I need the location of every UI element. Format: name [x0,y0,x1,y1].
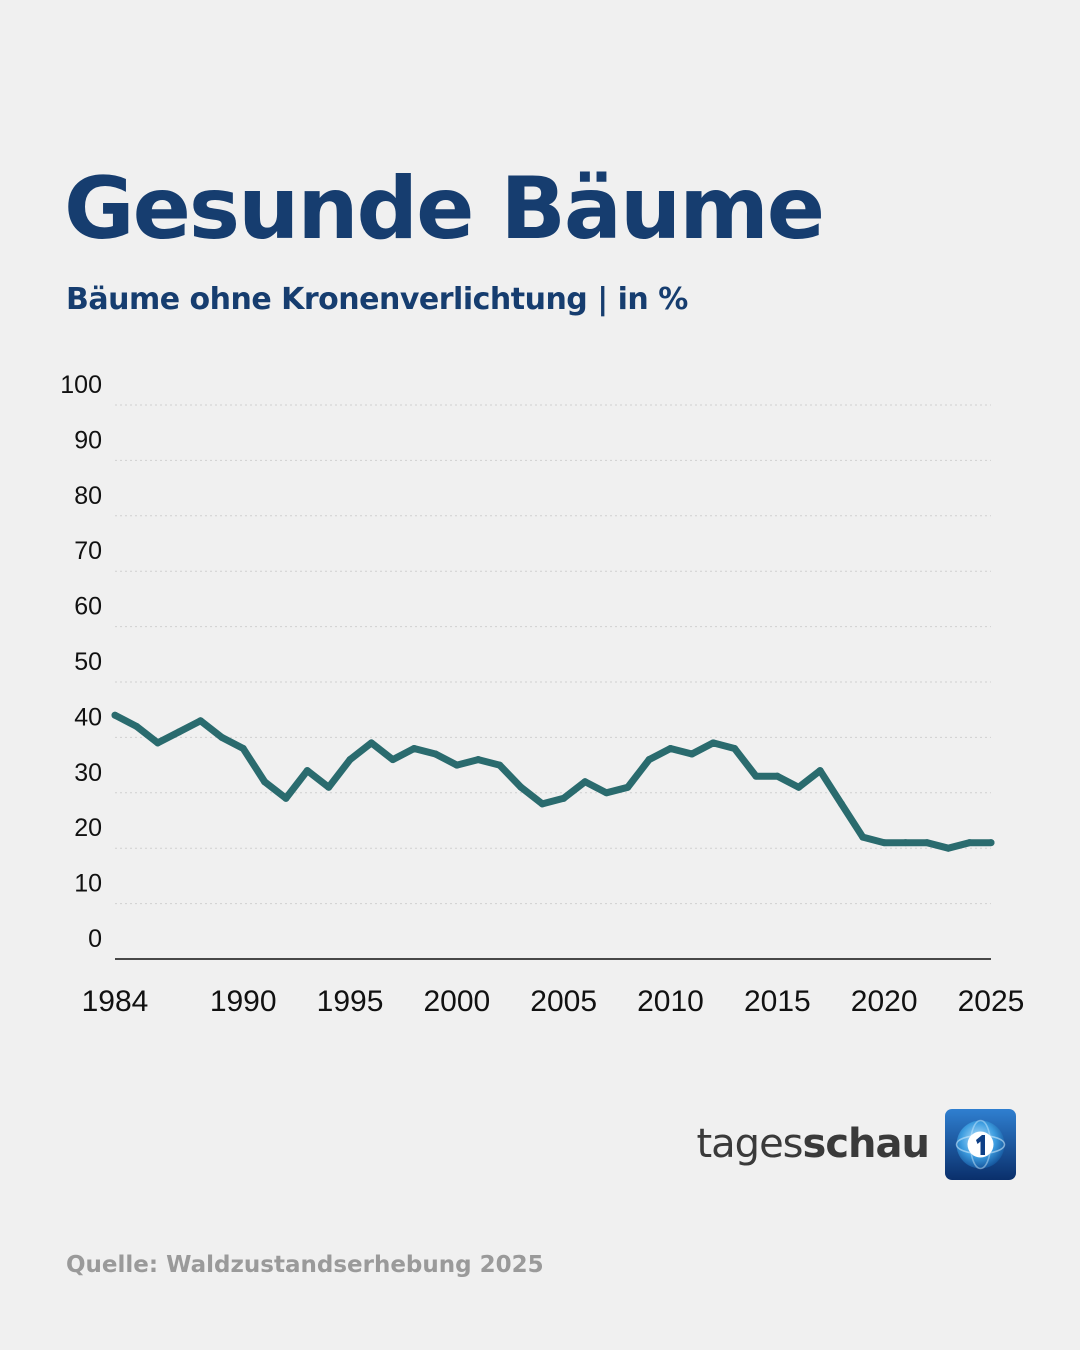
data-point [218,733,226,741]
data-point [303,767,311,775]
y-tick-label: 100 [60,371,102,399]
y-tick-label: 0 [88,925,102,953]
data-point [346,756,354,764]
data-point [688,750,696,758]
data-point [944,844,952,852]
data-point [880,839,888,847]
data-point [132,722,140,730]
data-point [496,761,504,769]
x-tick-label: 1995 [317,985,384,1018]
data-point [667,744,675,752]
x-tick-label: 1984 [82,985,149,1018]
series-line [111,711,995,852]
brand-wordmark: tagesschau [696,1121,930,1167]
data-point [731,744,739,752]
data-point [837,800,845,808]
data-point [581,778,589,786]
tagesschau-1-logo-icon [945,1108,1016,1180]
data-point [538,800,546,808]
data-point [282,794,290,802]
x-tick-label: 2020 [851,985,918,1018]
y-tick-label: 10 [74,870,102,898]
data-point [389,756,397,764]
data-point [196,717,204,725]
data-point [752,772,760,780]
y-tick-label: 50 [74,648,102,676]
data-point [175,728,183,736]
data-point [773,772,781,780]
data-point [859,833,867,841]
brand-wordmark-bold: schau [802,1121,930,1167]
data-point [474,756,482,764]
data-point [795,783,803,791]
data-point [902,839,910,847]
data-point [453,761,461,769]
data-point [111,711,119,719]
data-point [709,739,717,747]
y-tick-label: 70 [74,537,102,565]
data-point [602,789,610,797]
brand-wordmark-light: tages [696,1121,803,1167]
chart-subtitle: Bäume ohne Kronenverlichtung | in % [66,282,688,317]
data-point [966,839,974,847]
data-point [154,739,162,747]
x-tick-label: 2005 [530,985,597,1018]
y-tick-label: 60 [74,593,102,621]
data-point [624,783,632,791]
x-tick-label: 2000 [423,985,490,1018]
data-point [431,750,439,758]
x-tick-label: 2025 [958,985,1025,1018]
data-point [325,783,333,791]
y-tick-label: 20 [74,814,102,842]
data-point [560,794,568,802]
data-point [261,778,269,786]
tagesschau-brand: tagesschau [696,1108,1016,1180]
data-point [987,839,995,847]
data-point [410,744,418,752]
data-point [367,739,375,747]
x-tick-label: 1990 [210,985,277,1018]
y-tick-label: 30 [74,759,102,787]
chart-title: Gesunde Bäume [64,159,825,259]
y-tick-label: 90 [74,426,102,454]
data-point [239,744,247,752]
data-point [816,767,824,775]
y-tick-label: 80 [74,482,102,510]
y-tick-label: 40 [74,703,102,731]
data-point [645,756,653,764]
source-note: Quelle: Waldzustandserhebung 2025 [66,1252,544,1278]
data-point [923,839,931,847]
x-tick-label: 2010 [637,985,704,1018]
x-tick-label: 2015 [744,985,811,1018]
data-point [517,783,525,791]
